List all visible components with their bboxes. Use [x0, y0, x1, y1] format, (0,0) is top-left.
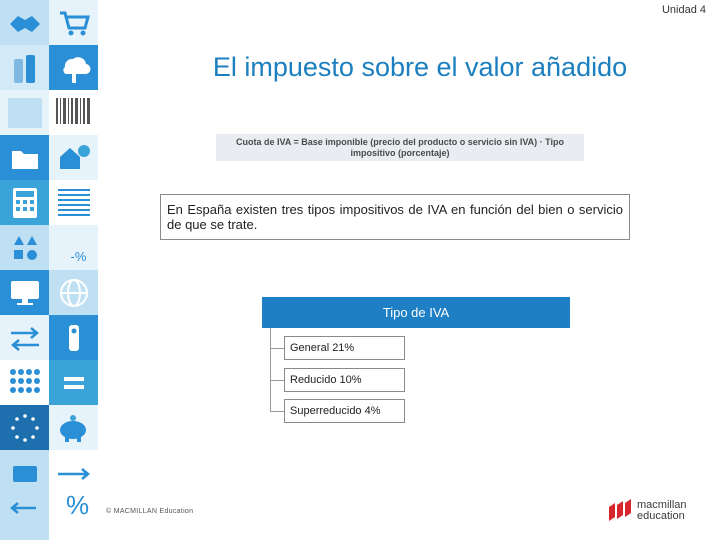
tree-branch	[270, 348, 284, 349]
house-money-icon	[49, 135, 98, 180]
calculator-icon	[0, 180, 49, 225]
arrows-icon	[0, 315, 49, 360]
shapes-icon	[0, 225, 49, 270]
folder-icon	[0, 135, 49, 180]
cloud-server-icon	[49, 45, 98, 90]
tree-connector	[270, 328, 271, 411]
tree-branch	[270, 411, 284, 412]
sidebar-percent-label: -%	[70, 249, 87, 264]
iva-item-general: General 21%	[284, 336, 405, 360]
handshake-icon	[0, 0, 49, 45]
piggy-bank-icon	[49, 405, 98, 450]
globe-icon	[49, 270, 98, 315]
percent-icon: %	[49, 450, 98, 540]
bottles-icon	[0, 45, 49, 90]
iva-item-reduced: Reducido 10%	[284, 368, 405, 392]
card-icon	[0, 450, 49, 540]
unit-label: Unidad 4	[661, 4, 706, 16]
document-lines-icon	[49, 180, 98, 225]
barcode-icon	[0, 90, 49, 135]
people-icon	[49, 315, 98, 360]
copyright-text: © MACMILLAN Education	[106, 508, 194, 515]
svg-text:%: %	[66, 490, 89, 520]
tree-branch	[270, 380, 284, 381]
slide-title: El impuesto sobre el valor añadido	[212, 52, 628, 82]
logo-line1: macmillan	[637, 499, 687, 511]
stars-icon	[0, 405, 49, 450]
decorative-sidebar: -% %	[0, 0, 98, 540]
barcode-icon	[49, 90, 98, 135]
iva-item-superreduced: Superreducido 4%	[284, 399, 405, 423]
macmillan-logo: macmillan education	[607, 495, 707, 527]
grid-icon	[49, 360, 98, 405]
monitor-icon	[0, 270, 49, 315]
shopping-cart-icon	[49, 0, 98, 45]
intro-textbox: En España existen tres tipos impositivos…	[160, 194, 630, 240]
grid-icon	[0, 360, 49, 405]
iva-formula: Cuota de IVA = Base imponible (precio de…	[216, 134, 584, 161]
percent-icon: -%	[49, 225, 98, 270]
iva-type-header: Tipo de IVA	[262, 297, 570, 328]
logo-line2: education	[637, 510, 685, 522]
macmillan-logo-mark-icon	[609, 499, 631, 521]
